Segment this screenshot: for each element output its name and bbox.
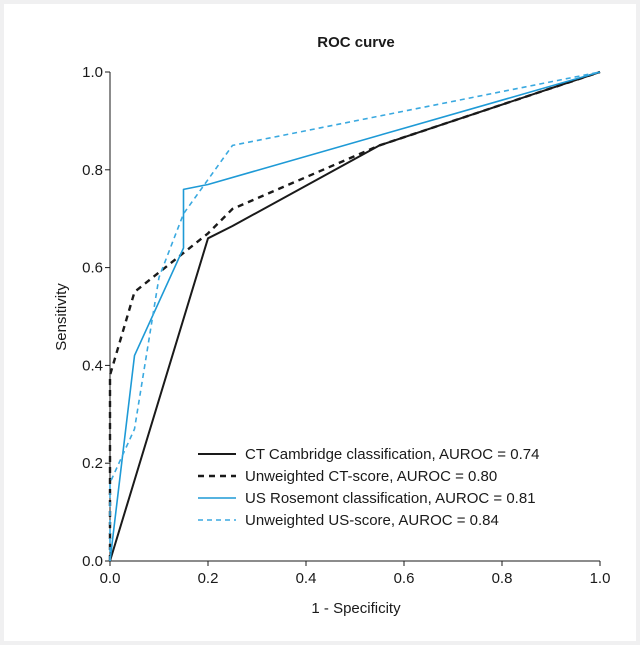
y-tick-label: 0.4: [82, 357, 103, 374]
plot-panel: [4, 4, 636, 641]
x-tick-label: 0.0: [100, 570, 121, 587]
y-tick-label: 1.0: [82, 64, 103, 81]
y-tick-label: 0.2: [82, 455, 103, 472]
series-line-4: [109, 71, 601, 561]
legend-label-2: Unweighted CT-score, AUROC = 0.80: [245, 468, 497, 485]
y-axis-label: Sensitivity: [53, 283, 70, 351]
legend: CT Cambridge classification, AUROC = 0.7…: [198, 446, 539, 529]
x-tick-label: 0.4: [296, 570, 317, 587]
y-tick-label: 0.6: [82, 260, 103, 277]
y-tick-label: 0.8: [82, 162, 103, 179]
x-tick-labels: 0.0 0.2 0.4 0.6 0.8 1.0: [100, 561, 611, 587]
x-tick-label: 0.8: [492, 570, 513, 587]
y-tick-labels: 0.0 0.2 0.4 0.6 0.8 1.0: [82, 64, 110, 570]
chart-title: ROC curve: [317, 34, 395, 51]
x-tick-label: 0.6: [394, 570, 415, 587]
series-line-2: [108, 70, 601, 561]
x-tick-label: 0.2: [198, 570, 219, 587]
legend-label-1: CT Cambridge classification, AUROC = 0.7…: [245, 446, 539, 463]
x-tick-label: 1.0: [590, 570, 611, 587]
legend-label-4: Unweighted US-score, AUROC = 0.84: [245, 512, 499, 529]
y-tick-label: 0.0: [82, 553, 103, 570]
series-line-3: [109, 71, 601, 562]
x-axis-label: 1 - Specificity: [311, 600, 401, 617]
legend-label-3: US Rosemont classification, AUROC = 0.81: [245, 490, 536, 507]
series-lines: [108, 70, 601, 562]
